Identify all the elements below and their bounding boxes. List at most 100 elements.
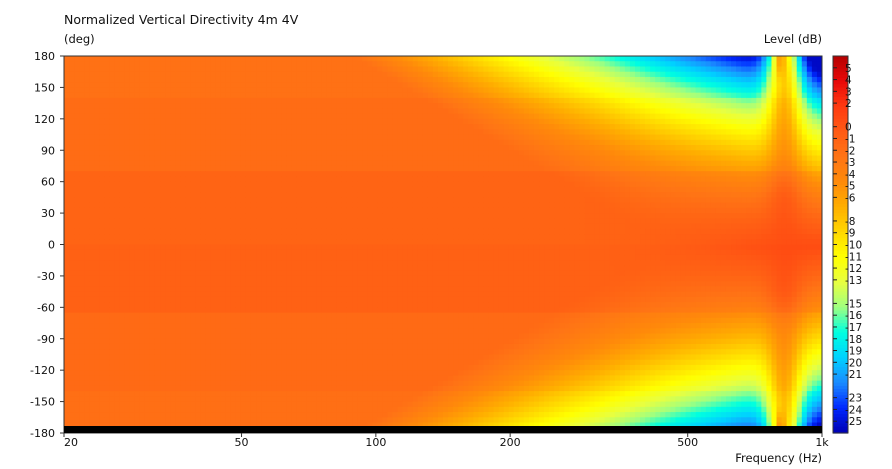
heatmap-cell	[149, 192, 156, 198]
heatmap-cell	[407, 270, 414, 277]
heatmap-cell	[367, 333, 373, 340]
heatmap-cell	[160, 417, 166, 424]
heatmap-cell	[200, 328, 207, 335]
heatmap-cell	[281, 359, 287, 366]
heatmap-cell	[114, 338, 121, 345]
heatmap-cell	[281, 150, 287, 157]
heatmap-cell	[89, 176, 95, 183]
heatmap-cell	[175, 129, 181, 136]
heatmap-cell	[346, 391, 353, 397]
heatmap-cell	[64, 417, 70, 424]
heatmap-cell	[154, 181, 161, 188]
heatmap-cell	[357, 328, 363, 335]
heatmap-cell	[367, 61, 373, 68]
heatmap-cell	[291, 71, 298, 78]
heatmap-cell	[326, 76, 333, 83]
heatmap-cell	[165, 270, 171, 277]
heatmap-cell	[250, 202, 257, 209]
heatmap-cell	[134, 312, 141, 319]
heatmap-cell	[180, 213, 186, 219]
heatmap-cell	[180, 234, 186, 240]
heatmap-cell	[165, 385, 171, 392]
heatmap-cell	[296, 92, 303, 99]
heatmap-cell	[175, 354, 181, 361]
heatmap-cell	[276, 155, 282, 162]
heatmap-cell	[210, 192, 217, 198]
heatmap-cell	[139, 139, 146, 146]
heatmap-cell	[200, 323, 207, 329]
heatmap-cell	[286, 354, 292, 361]
heatmap-cell	[230, 349, 237, 356]
heatmap-cell	[362, 286, 368, 293]
heatmap-cell	[311, 228, 318, 235]
heatmap-cell	[276, 370, 282, 377]
heatmap-cell	[377, 155, 383, 162]
heatmap-cell	[326, 417, 333, 424]
heatmap-cell	[230, 291, 237, 298]
heatmap-cell	[119, 228, 126, 235]
heatmap-cell	[109, 61, 116, 68]
heatmap-cell	[321, 286, 328, 293]
heatmap-cell	[94, 76, 100, 83]
heatmap-cell	[74, 103, 80, 109]
heatmap-cell	[266, 66, 272, 73]
heatmap-cell	[119, 317, 126, 324]
heatmap-cell	[311, 160, 318, 167]
heatmap-cell	[165, 422, 171, 429]
heatmap-cell	[64, 385, 70, 392]
heatmap-cell	[286, 165, 292, 172]
heatmap-cell	[235, 364, 242, 371]
heatmap-cell	[372, 202, 378, 209]
heatmap-cell	[220, 192, 227, 198]
heatmap-cell	[286, 155, 292, 162]
heatmap-cell	[170, 370, 176, 377]
heatmap-cell	[367, 412, 373, 418]
heatmap-cell	[261, 145, 267, 151]
heatmap-cell	[281, 113, 287, 120]
heatmap-cell	[175, 76, 181, 83]
heatmap-cell	[89, 181, 95, 188]
heatmap-cell	[220, 56, 227, 62]
heatmap-cell	[281, 281, 287, 287]
heatmap-cell	[154, 291, 161, 298]
heatmap-cell	[144, 244, 151, 251]
heatmap-cell	[144, 139, 151, 146]
heatmap-cell	[261, 307, 267, 314]
heatmap-cell	[372, 307, 378, 314]
heatmap-cell	[296, 155, 303, 162]
heatmap-cell	[331, 82, 338, 89]
heatmap-cell	[240, 349, 247, 356]
heatmap-cell	[321, 87, 328, 94]
heatmap-cell	[79, 364, 85, 371]
heatmap-cell	[114, 234, 121, 240]
heatmap-cell	[336, 61, 343, 68]
heatmap-cell	[220, 364, 227, 371]
heatmap-cell	[230, 380, 237, 387]
heatmap-cell	[89, 118, 95, 125]
heatmap-cell	[154, 338, 161, 345]
heatmap-cell	[271, 343, 277, 350]
heatmap-cell	[266, 97, 272, 104]
heatmap-cell	[387, 145, 394, 151]
heatmap-cell	[160, 118, 166, 125]
heatmap-cell	[387, 239, 394, 246]
heatmap-cell	[225, 197, 232, 204]
heatmap-cell	[276, 375, 282, 382]
heatmap-cell	[144, 181, 151, 188]
heatmap-cell	[372, 155, 378, 162]
heatmap-cell	[281, 145, 287, 151]
heatmap-cell	[89, 129, 95, 136]
heatmap-cell	[397, 56, 404, 62]
heatmap-cell	[397, 270, 404, 277]
heatmap-cell	[124, 364, 131, 371]
heatmap-cell	[134, 291, 141, 298]
heatmap-cell	[240, 270, 247, 277]
heatmap-cell	[271, 108, 277, 115]
heatmap-cell	[119, 213, 126, 219]
heatmap-cell	[215, 118, 222, 125]
heatmap-cell	[346, 338, 353, 345]
heatmap-cell	[281, 380, 287, 387]
heatmap-cell	[190, 118, 196, 125]
heatmap-cell	[261, 391, 267, 397]
